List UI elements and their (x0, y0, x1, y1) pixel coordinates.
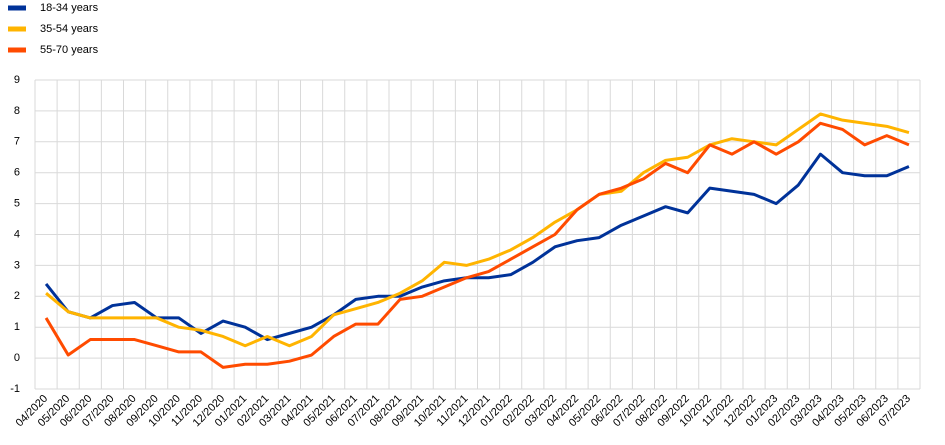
series-line (45, 112, 910, 348)
y-tick-label: 3 (14, 259, 20, 271)
legend-label: 35-54 years (40, 23, 99, 35)
y-tick-label: -1 (10, 383, 20, 395)
y-tick-label: 1 (14, 321, 20, 333)
y-tick-label: 2 (14, 290, 20, 302)
y-tick-label: 7 (14, 136, 20, 148)
y-tick-label: 5 (14, 198, 20, 210)
series-line (44, 152, 910, 342)
y-tick-label: 0 (14, 352, 20, 364)
y-tick-label: 8 (14, 105, 20, 117)
y-tick-label: 4 (14, 228, 20, 240)
y-tick-label: 9 (14, 74, 20, 86)
series-line (44, 121, 910, 369)
y-tick-label: 6 (14, 167, 20, 179)
legend-label: 18-34 years (40, 2, 99, 14)
legend-label: 55-70 years (40, 44, 99, 56)
